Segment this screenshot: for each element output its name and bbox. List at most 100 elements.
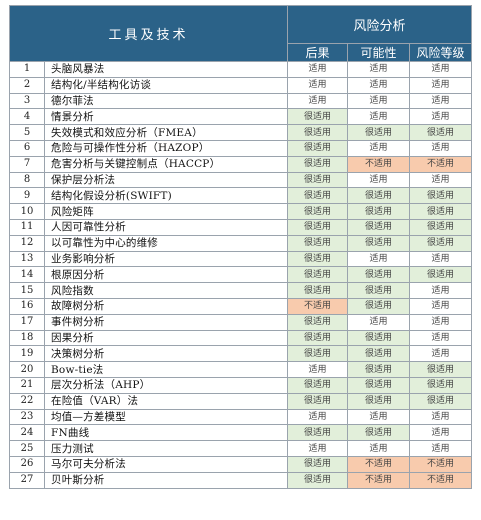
consequence-cell: 很适用	[287, 171, 349, 189]
risk-level-cell: 很适用	[409, 266, 473, 284]
risk-level-cell: 适用	[409, 171, 473, 189]
table-row: 10 风险矩阵 很适用 很适用 很适用	[9, 203, 473, 220]
consequence-cell: 很适用	[287, 234, 349, 252]
risk-level-cell: 适用	[409, 76, 473, 94]
likelihood-cell: 不适用	[347, 471, 411, 489]
tool-name: 保护层分析法	[43, 171, 289, 189]
likelihood-cell: 不适用	[347, 455, 411, 473]
likelihood-cell: 适用	[347, 61, 411, 78]
row-number: 24	[9, 424, 45, 442]
table-row: 6 危险与可操作性分析（HAZOP） 很适用 适用 适用	[9, 139, 473, 157]
consequence-cell: 很适用	[287, 329, 349, 347]
risk-level-cell: 很适用	[409, 392, 473, 410]
likelihood-cell: 很适用	[347, 297, 411, 315]
table-row: 25 压力测试 适用 适用 适用	[9, 440, 473, 457]
consequence-cell: 很适用	[287, 392, 349, 410]
row-number: 7	[9, 155, 45, 173]
consequence-cell: 不适用	[287, 297, 349, 315]
risk-level-cell: 适用	[409, 282, 473, 299]
consequence-cell: 适用	[287, 440, 349, 457]
consequence-cell: 很适用	[287, 124, 349, 141]
tool-name: 业务影响分析	[43, 250, 289, 268]
consequence-cell: 适用	[287, 92, 349, 110]
row-number: 22	[9, 392, 45, 410]
risk-level-cell: 适用	[409, 313, 473, 331]
row-number: 16	[9, 297, 45, 315]
risk-level-cell: 适用	[409, 424, 473, 442]
risk-level-cell: 适用	[409, 297, 473, 315]
row-number: 20	[9, 361, 45, 378]
risk-analysis-table: 工具及技术 风险分析 后果 可能性 风险等级 1 头脑风暴法 适用 适用 适用 2 结构化/…	[8, 5, 473, 489]
risk-level-cell: 很适用	[409, 361, 473, 378]
row-number: 2	[9, 76, 45, 94]
consequence-cell: 很适用	[287, 376, 349, 394]
table-row: 23 均值—方差模型 适用 适用 适用	[9, 408, 473, 426]
row-number: 15	[9, 282, 45, 299]
likelihood-cell: 适用	[347, 313, 411, 331]
table-row: 18 因果分析 很适用 很适用 适用	[9, 329, 473, 347]
likelihood-cell: 适用	[347, 171, 411, 189]
table-row: 4 情景分析 很适用 适用 适用	[9, 108, 473, 126]
table-row: 24 FN曲线 很适用 很适用 适用	[9, 424, 473, 442]
tool-name: 危害分析与关键控制点（HACCP）	[43, 155, 289, 173]
consequence-cell: 很适用	[287, 187, 349, 205]
consequence-column-header: 后果	[287, 43, 349, 62]
likelihood-cell: 适用	[347, 250, 411, 268]
table-row: 27 贝叶斯分析 很适用 不适用 不适用	[9, 471, 473, 489]
consequence-cell: 很适用	[287, 155, 349, 173]
table-row: 21 层次分析法（AHP） 很适用 很适用 很适用	[9, 376, 473, 394]
risk-level-cell: 很适用	[409, 124, 473, 141]
row-number: 21	[9, 376, 45, 394]
row-number: 14	[9, 266, 45, 284]
consequence-cell: 适用	[287, 408, 349, 426]
consequence-cell: 很适用	[287, 455, 349, 473]
tool-name: 以可靠性为中心的维修	[43, 234, 289, 252]
table-row: 19 决策树分析 很适用 很适用 适用	[9, 345, 473, 363]
consequence-cell: 很适用	[287, 250, 349, 268]
likelihood-cell: 很适用	[347, 282, 411, 299]
likelihood-cell: 适用	[347, 76, 411, 94]
consequence-cell: 适用	[287, 61, 349, 78]
tool-name: 失效模式和效应分析（FMEA）	[43, 124, 289, 141]
table-row: 7 危害分析与关键控制点（HACCP） 很适用 不适用 不适用	[9, 155, 473, 173]
table-row: 8 保护层分析法 很适用 适用 适用	[9, 171, 473, 189]
risk-level-cell: 适用	[409, 329, 473, 347]
likelihood-cell: 适用	[347, 440, 411, 457]
table-body: 1 头脑风暴法 适用 适用 适用 2 结构化/半结构化访谈 适用 适用 适用 3 德尔菲法 适用 适用 适用…	[9, 61, 473, 489]
consequence-cell: 很适用	[287, 471, 349, 489]
risk-level-cell: 适用	[409, 61, 473, 78]
tool-name: 德尔菲法	[43, 92, 289, 110]
likelihood-cell: 很适用	[347, 361, 411, 378]
consequence-cell: 很适用	[287, 203, 349, 220]
tool-name: 因果分析	[43, 329, 289, 347]
consequence-cell: 很适用	[287, 266, 349, 284]
tool-name: 风险指数	[43, 282, 289, 299]
risk-level-cell: 适用	[409, 108, 473, 126]
table-row: 14 根原因分析 很适用 很适用 很适用	[9, 266, 473, 284]
tool-name: 风险矩阵	[43, 203, 289, 220]
consequence-cell: 很适用	[287, 282, 349, 299]
table-row: 16 故障树分析 不适用 很适用 适用	[9, 297, 473, 315]
table-row: 20 Bow-tie法 适用 很适用 很适用	[9, 361, 473, 378]
tool-name: 故障树分析	[43, 297, 289, 315]
risk-level-cell: 适用	[409, 92, 473, 110]
likelihood-cell: 很适用	[347, 203, 411, 220]
tool-name: Bow-tie法	[43, 361, 289, 378]
risk-level-cell: 适用	[409, 250, 473, 268]
likelihood-cell: 很适用	[347, 376, 411, 394]
risk-level-cell: 不适用	[409, 455, 473, 473]
row-number: 26	[9, 455, 45, 473]
likelihood-cell: 很适用	[347, 124, 411, 141]
risk-analysis-group-header: 风险分析	[287, 5, 473, 44]
risk-analysis-table-container: 工具及技术 风险分析 后果 可能性 风险等级 1 头脑风暴法 适用 适用 适用 2 结构化/…	[8, 5, 473, 513]
consequence-cell: 很适用	[287, 139, 349, 157]
tool-name: 事件树分析	[43, 313, 289, 331]
row-number: 3	[9, 92, 45, 110]
tool-name: 层次分析法（AHP）	[43, 376, 289, 394]
likelihood-cell: 适用	[347, 92, 411, 110]
table-row: 17 事件树分析 很适用 适用 适用	[9, 313, 473, 331]
table-row: 12 以可靠性为中心的维修 很适用 很适用 很适用	[9, 234, 473, 252]
consequence-cell: 很适用	[287, 108, 349, 126]
likelihood-cell: 很适用	[347, 345, 411, 363]
table-row: 11 人因可靠性分析 很适用 很适用 很适用	[9, 218, 473, 236]
